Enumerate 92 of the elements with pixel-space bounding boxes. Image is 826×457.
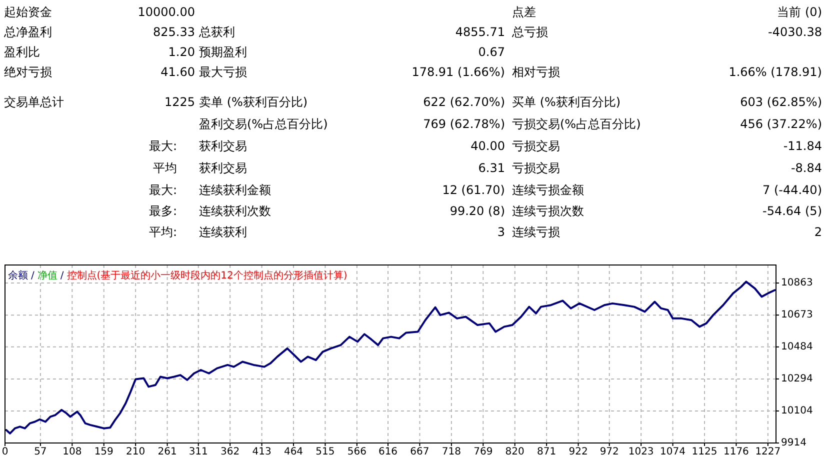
text: 盈利交易(%占总百分比) (199, 117, 328, 131)
text: 预期盈利 (199, 45, 247, 59)
text: 连续获利 (199, 225, 247, 239)
text: 最大亏损 (199, 65, 247, 79)
text: 连续获利金额 (199, 183, 271, 197)
text: 交易单总计 (4, 95, 64, 109)
x-tick-label: 871 (537, 446, 556, 457)
y-tick-label: 10294 (781, 373, 813, 384)
text: 2 (814, 225, 822, 239)
text: 总获利 (198, 25, 235, 39)
text: 12 (61.70) (442, 183, 505, 197)
text: 1225 (164, 95, 195, 109)
text: 769 (62.78%) (423, 117, 505, 131)
x-tick-label: 261 (158, 446, 177, 457)
x-tick-label: 413 (252, 446, 272, 457)
annotation: / (31, 270, 35, 282)
text: 起始资金 (4, 5, 52, 19)
x-tick-label: 718 (442, 446, 461, 457)
x-tick-label: 1125 (692, 446, 718, 457)
text: 178.91 (1.66%) (412, 65, 505, 79)
text: 平均: (148, 225, 177, 239)
text: 当前 (0) (777, 5, 822, 19)
y-tick-label: 10484 (781, 341, 813, 352)
x-tick-label: 108 (62, 446, 82, 457)
x-tick-label: 159 (94, 446, 114, 457)
x-tick-label: 616 (378, 446, 398, 457)
text: 603 (62.85%) (740, 95, 822, 109)
text: 连续亏损 (512, 225, 560, 239)
text: 1.20 (168, 45, 195, 59)
x-tick-label: 1176 (723, 446, 749, 457)
text: 连续亏损次数 (512, 204, 584, 218)
text: 总亏损 (511, 25, 548, 39)
annotation: 控制点(基于最近的小一级时段内的12个控制点的分形插值计算) (66, 270, 348, 282)
x-tick-label: 210 (126, 446, 146, 457)
y-tick-label: 10673 (781, 310, 813, 321)
text: 10000.00 (138, 5, 195, 19)
text: 亏损交易 (512, 161, 560, 175)
text: 盈利比 (4, 45, 40, 59)
text: 绝对亏损 (4, 65, 52, 79)
text: 获利交易 (199, 139, 247, 153)
x-tick-label: 362 (220, 446, 240, 457)
text: 1.66% (178.91) (728, 65, 822, 79)
text: 买单 (%获利百分比) (512, 95, 621, 109)
text: 平均 (153, 161, 177, 175)
x-tick-label: 0 (2, 446, 8, 457)
text: -8.84 (790, 161, 822, 175)
x-tick-label: 667 (410, 446, 430, 457)
text: 亏损交易(%占总百分比) (512, 117, 641, 131)
text: 点差 (512, 5, 536, 19)
text: 456 (37.22%) (740, 117, 822, 131)
text: 41.60 (160, 65, 195, 79)
text: -4030.38 (768, 25, 822, 39)
text: 4855.71 (455, 25, 505, 39)
x-tick-label: 1227 (755, 446, 781, 457)
x-tick-label: 769 (474, 446, 493, 457)
text: 最多: (148, 204, 177, 218)
x-tick-label: 1074 (660, 446, 686, 457)
x-tick-label: 515 (316, 446, 335, 457)
x-tick-label: 922 (568, 446, 588, 457)
x-tick-label: 566 (347, 446, 366, 457)
text: 3 (497, 225, 505, 239)
text: 99.20 (8) (450, 204, 505, 218)
annotation: 净值 (37, 270, 58, 282)
annotation: / (60, 270, 64, 282)
text: 40.00 (470, 139, 505, 153)
y-tick-label: 9914 (781, 438, 806, 448)
x-tick-label: 57 (34, 446, 47, 457)
y-tick-label: 10863 (781, 278, 813, 289)
text: 卖单 (%获利百分比) (199, 95, 308, 109)
x-tick-label: 972 (600, 446, 619, 457)
text: 亏损交易 (512, 139, 560, 153)
x-tick-label: 1023 (628, 446, 654, 457)
text: 获利交易 (199, 161, 247, 175)
y-tick-label: 10104 (781, 405, 813, 416)
text: 相对亏损 (512, 65, 560, 79)
text: 总净盈利 (3, 25, 52, 39)
text: 825.33 (153, 25, 195, 39)
text: 连续获利次数 (199, 204, 271, 218)
text: 0.67 (478, 45, 505, 59)
x-tick-label: 464 (284, 446, 304, 457)
text: -11.84 (783, 139, 822, 153)
x-tick-label: 820 (505, 446, 524, 457)
text: 余额 (8, 270, 28, 282)
text: 7 (-44.40) (762, 183, 822, 197)
text: 6.31 (478, 161, 505, 175)
text: 622 (62.70%) (423, 95, 505, 109)
text: 最大: (148, 183, 177, 197)
x-tick-label: 311 (188, 446, 208, 457)
text: 最大: (148, 139, 177, 153)
text: 连续亏损金额 (512, 183, 584, 197)
line-series (5, 280, 776, 434)
text: -54.64 (5) (762, 204, 822, 218)
